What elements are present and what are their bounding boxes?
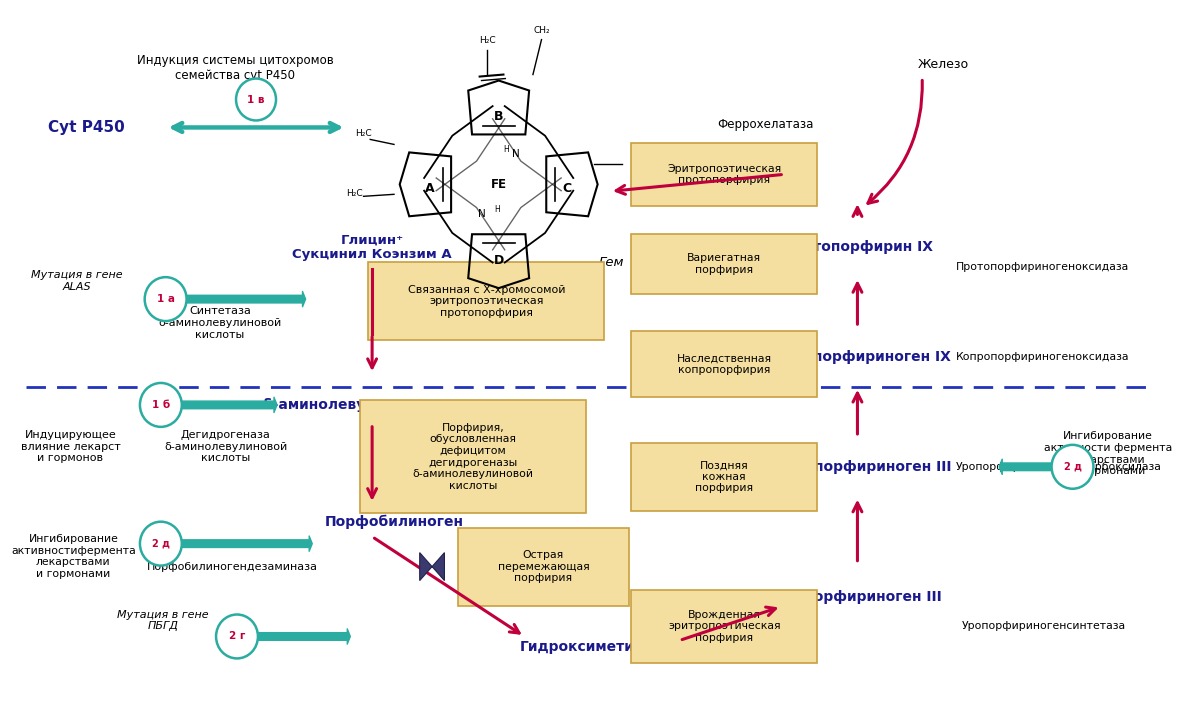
FancyBboxPatch shape — [631, 443, 817, 510]
FancyBboxPatch shape — [631, 143, 817, 206]
Text: N: N — [478, 209, 486, 219]
Text: H₂C: H₂C — [479, 36, 496, 45]
Circle shape — [145, 277, 186, 321]
Circle shape — [1051, 445, 1093, 489]
Text: Железо: Железо — [918, 58, 968, 71]
Text: Феррохелатаза: Феррохелатаза — [716, 118, 814, 131]
Text: δ-аминолевулиновая кислота: δ-аминолевулиновая кислота — [263, 398, 500, 412]
Text: FE: FE — [491, 178, 506, 191]
Text: H₂C: H₂C — [346, 189, 362, 198]
Text: Порфирия,
обусловленная
дефицитом
дегидрогеназы
δ-аминолевулиновой
кислоты: Порфирия, обусловленная дефицитом дегидр… — [413, 423, 534, 491]
Text: Индуцирующее
влияние лекарст
и гормонов: Индуцирующее влияние лекарст и гормонов — [20, 430, 120, 464]
Text: Мутация в гене
ПБГД: Мутация в гене ПБГД — [116, 610, 209, 631]
Text: Протопорфириноген IX: Протопорфириноген IX — [764, 350, 950, 364]
Text: Уропорфириногендекеарбоксилаза: Уропорфириногендекеарбоксилаза — [955, 462, 1162, 472]
Text: CH₂: CH₂ — [533, 26, 550, 35]
Text: H: H — [494, 206, 499, 214]
Text: Индукция системы цитохромов
семейства сyt Р450: Индукция системы цитохромов семейства сy… — [137, 53, 334, 81]
FancyBboxPatch shape — [368, 262, 605, 340]
Text: Уропорфириногенсинтетаза: Уропорфириногенсинтетаза — [962, 621, 1127, 631]
FancyBboxPatch shape — [631, 234, 817, 294]
Polygon shape — [420, 553, 444, 580]
Text: Наследственная
копропорфирия: Наследственная копропорфирия — [677, 353, 772, 375]
FancyBboxPatch shape — [631, 590, 817, 664]
Text: H₂C: H₂C — [355, 129, 372, 139]
Circle shape — [216, 615, 258, 659]
Circle shape — [140, 383, 181, 427]
Text: Cyt P450: Cyt P450 — [48, 120, 125, 135]
FancyBboxPatch shape — [631, 331, 817, 397]
Text: A: A — [425, 182, 434, 195]
Text: Острая
перемежающая
порфирия: Острая перемежающая порфирия — [498, 550, 589, 583]
Text: Копропорфириногеноксидаза: Копропорфириногеноксидаза — [955, 352, 1129, 362]
FancyBboxPatch shape — [457, 528, 629, 605]
Text: Связанная с Х-хромосомой
эритропоэтическая
протопорфирия: Связанная с Х-хромосомой эритропоэтическ… — [408, 285, 565, 318]
Text: Поздняя
кожная
порфирия: Поздняя кожная порфирия — [695, 460, 754, 493]
Text: H: H — [504, 145, 509, 155]
Text: 2 д: 2 д — [1063, 462, 1081, 472]
Text: D: D — [493, 254, 504, 267]
Text: Уропорфириноген III: Уропорфириноген III — [774, 590, 941, 603]
Text: Вариегатная
порфирия: Вариегатная порфирия — [688, 253, 761, 275]
Text: 1 б: 1 б — [151, 400, 170, 410]
Text: Протопорфирин IX: Протопорфирин IX — [782, 240, 932, 255]
Text: Врожденная
эритропоэтическая
порфирия: Врожденная эритропоэтическая порфирия — [668, 610, 780, 643]
Text: Копропорфириноген III: Копропорфириноген III — [763, 459, 952, 474]
Text: B: B — [494, 110, 504, 123]
Text: Порфобилиногендезаминаза: Порфобилиногендезаминаза — [146, 562, 318, 572]
FancyBboxPatch shape — [360, 400, 587, 513]
Text: 1 а: 1 а — [157, 294, 175, 304]
Text: Глицин⁺
Сукцинил Коэнзим А: Глицин⁺ Сукцинил Коэнзим А — [293, 233, 452, 261]
Text: 1 в: 1 в — [247, 94, 265, 104]
Circle shape — [140, 522, 181, 566]
Text: N: N — [512, 150, 520, 160]
Text: Порфобилиноген: Порфобилиноген — [324, 515, 463, 529]
Text: Эритропоэтическая
протопорфирия: Эритропоэтическая протопорфирия — [667, 163, 781, 186]
Text: Гем: Гем — [599, 256, 624, 269]
Text: CH₃: CH₃ — [630, 162, 647, 171]
Text: 2 г: 2 г — [229, 631, 245, 641]
Text: Гидроксиметилбилан: Гидроксиметилбилан — [520, 639, 692, 654]
Text: H₂C: H₂C — [508, 317, 524, 326]
Text: Дегидрогеназа
δ-аминолевулиновой
кислоты: Дегидрогеназа δ-аминолевулиновой кислоты — [164, 430, 287, 464]
Text: Ингибирование
активностифермента
лекарствами
и гормонами: Ингибирование активностифермента лекарст… — [11, 534, 136, 579]
Text: C: C — [563, 182, 571, 195]
Text: Протопорфириногеноксидаза: Протопорфириногеноксидаза — [955, 262, 1129, 273]
Text: 2 д: 2 д — [152, 539, 169, 549]
Text: Синтетаза
δ-аминолевулиновой
кислоты: Синтетаза δ-аминолевулиновой кислоты — [158, 306, 282, 339]
Text: Ингибирование
активности фермента
лекарствами
и гормонами: Ингибирование активности фермента лекарс… — [1044, 431, 1172, 476]
Text: Мутация в гене
ALAS: Мутация в гене ALAS — [31, 270, 122, 292]
Circle shape — [236, 78, 276, 121]
